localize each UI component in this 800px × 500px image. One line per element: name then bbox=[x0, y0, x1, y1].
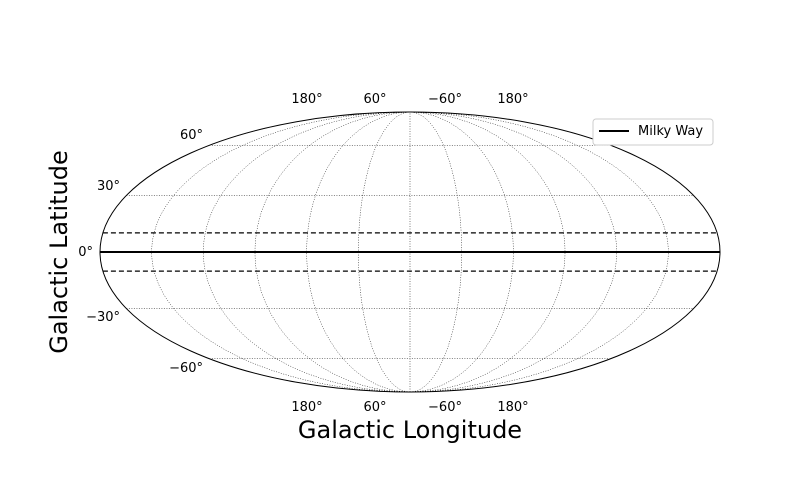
meridian-line bbox=[409, 112, 617, 392]
x-tick-top-4: 180° bbox=[497, 92, 528, 107]
x-tick-top-2: 60° bbox=[363, 92, 386, 107]
x-axis-label: Galactic Longitude bbox=[298, 416, 522, 444]
y-tick-neg60: −60° bbox=[169, 361, 203, 376]
x-tick-bottom-1: 180° bbox=[291, 400, 322, 415]
legend-box bbox=[592, 118, 714, 146]
x-tick-bottom-3: −60° bbox=[428, 400, 462, 415]
x-tick-top-3: −60° bbox=[428, 92, 462, 107]
meridian-line bbox=[409, 112, 462, 392]
y-tick-30: 30° bbox=[97, 179, 120, 194]
map-boundary bbox=[99, 111, 721, 393]
y-axis-label: Galactic Latitude bbox=[45, 150, 73, 354]
plot-lines bbox=[100, 232, 720, 272]
x-tick-top-1: 180° bbox=[291, 92, 322, 107]
y-tick-0: 0° bbox=[78, 245, 93, 260]
meridian-line bbox=[203, 112, 411, 392]
x-tick-bottom-4: 180° bbox=[497, 400, 528, 415]
x-tick-bottom-2: 60° bbox=[363, 400, 386, 415]
y-tick-neg30: −30° bbox=[86, 310, 120, 325]
legend: Milky Way bbox=[592, 118, 714, 146]
meridian-line bbox=[358, 112, 411, 392]
y-tick-60: 60° bbox=[180, 128, 203, 143]
legend-label-milky-way: Milky Way bbox=[638, 124, 703, 139]
